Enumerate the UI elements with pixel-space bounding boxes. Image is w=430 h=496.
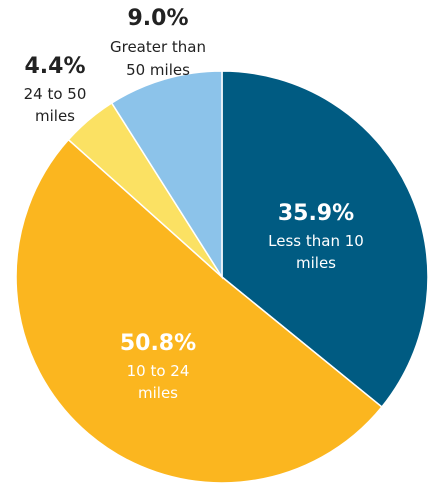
pie-slice-10-to-24-miles [15, 138, 383, 484]
slice-category-label: miles [35, 107, 75, 125]
pie-slice-less-than-10-miles [221, 70, 429, 409]
pie-labels: 35.9% Less than 10 miles 50.8% 10 to 24 miles… [24, 6, 364, 402]
slice-percent-label: 9.0% [127, 6, 188, 31]
slice-category-label: 50 miles [126, 61, 190, 79]
slice-percent-label: 35.9% [278, 201, 354, 226]
slice-category-label: 10 to 24 [127, 362, 190, 380]
pie-slice-greater-than-50-miles [110, 70, 223, 280]
slice-category-label: miles [138, 384, 178, 402]
pie-slices [15, 70, 429, 484]
slice-percent-label: 50.8% [120, 331, 196, 356]
slice-percent-label: 4.4% [24, 54, 85, 79]
slice-category-label: 24 to 50 [24, 85, 87, 103]
slice-category-label: Less than 10 [268, 232, 364, 250]
slice-category-label: miles [296, 254, 336, 272]
slice-category-label: Greater than [110, 38, 206, 56]
